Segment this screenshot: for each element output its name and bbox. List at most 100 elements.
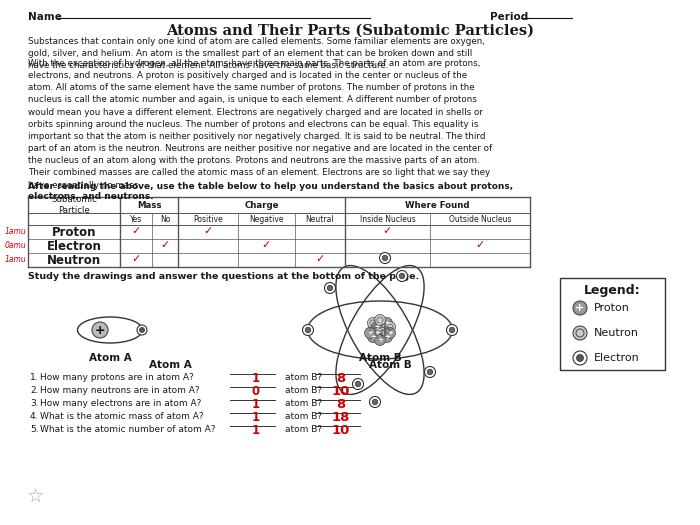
Text: electrons, and neutrons.: electrons, and neutrons. (28, 192, 153, 201)
Text: Legend:: Legend: (584, 284, 640, 297)
Text: +: + (575, 303, 584, 313)
Circle shape (368, 318, 379, 329)
Bar (560, 278, 665, 370)
Circle shape (374, 318, 386, 329)
Text: Atom A: Atom A (148, 360, 191, 370)
Circle shape (353, 379, 363, 390)
Text: 4.: 4. (30, 412, 38, 421)
Circle shape (374, 314, 386, 326)
Circle shape (449, 327, 455, 333)
Circle shape (365, 328, 375, 339)
Text: Where Found: Where Found (405, 201, 470, 209)
Text: atom B?: atom B? (285, 412, 322, 421)
Text: With the exception of hydrogen, all the atoms have three main parts. The parts o: With the exception of hydrogen, all the … (28, 59, 492, 190)
Text: 1: 1 (251, 411, 260, 424)
Text: Electron: Electron (47, 239, 102, 253)
Text: atom B?: atom B? (285, 425, 322, 434)
Text: 1: 1 (251, 398, 260, 411)
Circle shape (384, 328, 395, 339)
Text: ✓: ✓ (203, 226, 213, 236)
Text: Proton: Proton (52, 226, 97, 238)
Text: +: + (370, 334, 376, 340)
Circle shape (374, 334, 386, 345)
Circle shape (382, 255, 388, 261)
Circle shape (377, 328, 388, 339)
Circle shape (305, 327, 311, 333)
Circle shape (573, 326, 587, 340)
Text: Name: Name (28, 12, 62, 22)
Text: 1: 1 (251, 424, 260, 437)
Text: Atom A: Atom A (89, 353, 132, 363)
Circle shape (372, 399, 378, 405)
Text: ✓: ✓ (315, 254, 325, 264)
Text: Yes: Yes (130, 215, 142, 224)
Circle shape (325, 282, 335, 293)
Text: 1amu: 1amu (4, 256, 26, 265)
Text: +: + (384, 334, 390, 340)
Text: +: + (377, 327, 383, 333)
Text: Outside Nucleus: Outside Nucleus (449, 215, 511, 224)
Text: ✓: ✓ (383, 226, 392, 236)
Text: +: + (367, 330, 373, 336)
Text: ✓: ✓ (383, 254, 392, 264)
Text: How many electrons are in atom A?: How many electrons are in atom A? (40, 399, 202, 408)
Circle shape (577, 354, 584, 362)
Text: +: + (374, 324, 380, 330)
Text: ✓: ✓ (262, 240, 271, 250)
Circle shape (573, 351, 587, 365)
Text: Neutral: Neutral (306, 215, 335, 224)
Text: Atoms and Their Parts (Subatomic Particles): Atoms and Their Parts (Subatomic Particl… (166, 24, 534, 38)
Text: +: + (387, 330, 393, 336)
Circle shape (377, 321, 388, 332)
Circle shape (382, 318, 393, 329)
Circle shape (302, 324, 314, 335)
Text: ✓: ✓ (132, 226, 141, 236)
Text: +: + (374, 330, 380, 336)
Text: 10: 10 (331, 424, 350, 437)
Text: +: + (94, 323, 105, 337)
Text: Proton: Proton (594, 303, 630, 313)
Text: 1amu: 1amu (4, 227, 26, 236)
Text: Neutron: Neutron (594, 328, 639, 338)
Text: Mass: Mass (136, 201, 161, 209)
Text: ✓: ✓ (132, 254, 141, 264)
Circle shape (384, 321, 395, 332)
Circle shape (379, 253, 391, 264)
Text: +: + (377, 337, 383, 343)
Text: Positive: Positive (193, 215, 223, 224)
Circle shape (370, 396, 381, 407)
Circle shape (374, 331, 386, 342)
Circle shape (139, 328, 144, 332)
Text: +: + (384, 320, 390, 326)
Text: 0: 0 (251, 385, 260, 398)
Text: 0amu: 0amu (4, 242, 26, 250)
Text: 1.: 1. (30, 373, 38, 382)
Text: 10: 10 (331, 385, 350, 398)
Text: Neutron: Neutron (47, 254, 101, 267)
Text: atom B?: atom B? (285, 386, 322, 395)
Circle shape (573, 301, 587, 315)
Text: Atom B: Atom B (369, 360, 412, 370)
Text: 5.: 5. (30, 425, 38, 434)
Text: 1: 1 (251, 372, 260, 385)
Text: Electron: Electron (594, 353, 640, 363)
Text: 8: 8 (336, 398, 345, 411)
Circle shape (92, 322, 108, 338)
Text: After reading the above, use the table below to help you understand the basics a: After reading the above, use the table b… (28, 182, 513, 191)
Text: Period: Period (490, 12, 528, 22)
Text: Study the drawings and answer the questions at the bottom of the page.: Study the drawings and answer the questi… (28, 272, 419, 281)
Circle shape (396, 270, 407, 281)
Text: ☆: ☆ (27, 488, 43, 507)
Circle shape (372, 328, 382, 339)
Text: 2.: 2. (30, 386, 38, 395)
Text: ✓: ✓ (475, 240, 484, 250)
Text: +: + (377, 320, 383, 326)
Circle shape (374, 324, 386, 335)
Text: What is the atomic mass of atom A?: What is the atomic mass of atom A? (40, 412, 204, 421)
Text: How many protons are in atom A?: How many protons are in atom A? (40, 373, 194, 382)
Text: 18: 18 (331, 411, 350, 424)
Circle shape (355, 381, 360, 387)
Circle shape (427, 369, 433, 375)
Circle shape (382, 331, 393, 342)
Text: Substances that contain only one kind of atom are called elements. Some familiar: Substances that contain only one kind of… (28, 37, 485, 70)
